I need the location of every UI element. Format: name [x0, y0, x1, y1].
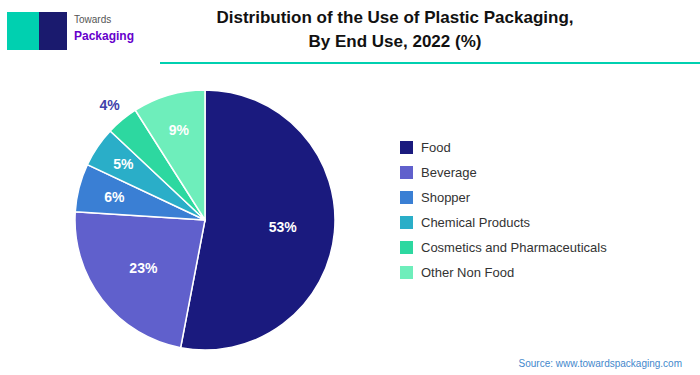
- svg-text:9%: 9%: [169, 122, 190, 138]
- html-text:Other Non Food: Other Non Food: [421, 265, 515, 280]
- html-text:Towards: Towards: [74, 14, 112, 25]
- html-text:Beverage: Beverage: [421, 165, 477, 180]
- html-text:Food: Food: [421, 140, 451, 155]
- html-text:Cosmetics and Pharmaceuticals: Cosmetics and Pharmaceuticals: [421, 240, 607, 255]
- svg-text:4%: 4%: [100, 97, 121, 113]
- svg-text:23%: 23%: [129, 260, 158, 276]
- svg-text:53%: 53%: [269, 219, 298, 235]
- html-text:Source: www.towardspackaging.c: Source: www.towardspackaging.com: [518, 358, 682, 369]
- html-text:Packaging: Packaging: [74, 29, 134, 43]
- svg-text:6%: 6%: [104, 189, 125, 205]
- html-text:Chemical Products: Chemical Products: [421, 215, 531, 230]
- svg-text:5%: 5%: [113, 156, 134, 172]
- html-text:By End Use, 2022 (%): By End Use, 2022 (%): [308, 32, 482, 51]
- html-text:Distribution of the Use of Pla: Distribution of the Use of Plastic Packa…: [216, 8, 574, 27]
- html-text:Shopper: Shopper: [421, 190, 471, 205]
